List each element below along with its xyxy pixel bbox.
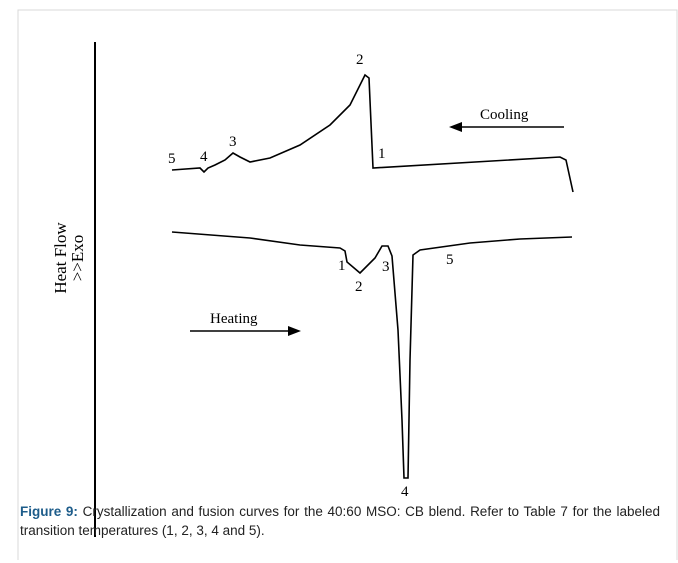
curve-label: Cooling xyxy=(480,107,529,123)
peak-label: 2 xyxy=(356,52,364,68)
peak-label: 1 xyxy=(378,146,386,162)
peak-label: 5 xyxy=(168,151,176,167)
arrow-head xyxy=(449,122,462,132)
caption-text: Crystallization and fusion curves for th… xyxy=(20,504,660,538)
peak-label: 2 xyxy=(355,279,363,295)
axis-label: Heat Flow xyxy=(51,222,70,294)
peak-label: 4 xyxy=(200,149,208,165)
peak-label: 3 xyxy=(229,134,237,150)
peak-label: 5 xyxy=(446,252,454,268)
heating-curve xyxy=(171,231,573,479)
curve-label: Heating xyxy=(210,311,258,327)
arrow-head xyxy=(288,326,301,336)
peak-label: 1 xyxy=(338,258,346,274)
peak-label: 3 xyxy=(382,259,390,275)
frame xyxy=(17,9,678,560)
cooling-curve xyxy=(171,73,574,193)
caption: Figure 9: Crystallization and fusion cur… xyxy=(20,502,660,540)
caption-label: Figure 9: xyxy=(20,504,78,519)
peak-label: 4 xyxy=(401,484,409,500)
axis-label: >>Exo xyxy=(68,235,87,282)
